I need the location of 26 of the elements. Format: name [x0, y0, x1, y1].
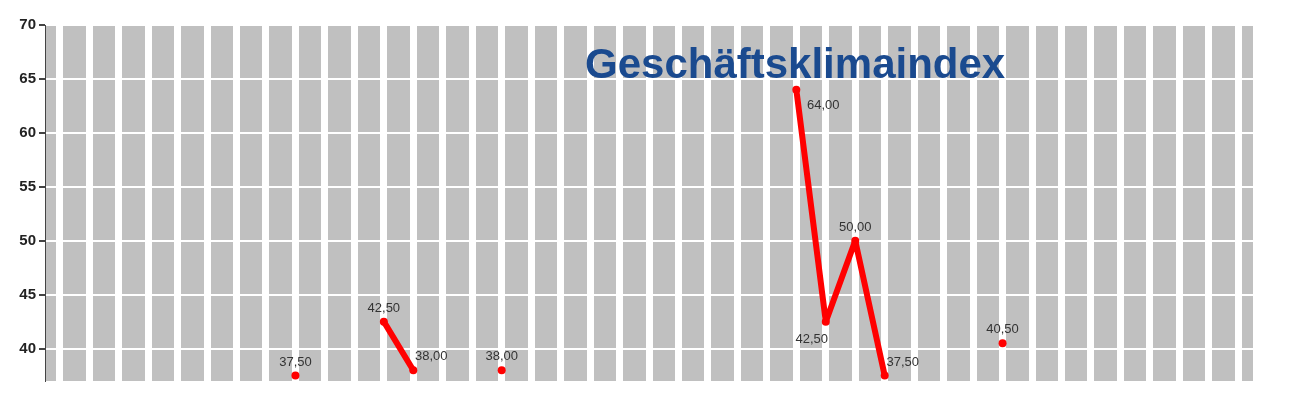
point	[851, 236, 860, 245]
y-tick-label: 65	[19, 69, 36, 87]
data-label: 38,00	[485, 348, 518, 364]
data-label: 40,50	[986, 321, 1019, 337]
point	[998, 339, 1007, 348]
y-tick-label: 60	[19, 123, 36, 141]
point	[409, 366, 418, 375]
data-label: 37,50	[886, 353, 919, 369]
y-tick-label: 70	[19, 15, 36, 33]
point	[291, 371, 300, 380]
data-label: 64,00	[807, 96, 840, 112]
chart-title: Geschäftsklimaindex	[585, 40, 1006, 88]
point	[821, 317, 830, 326]
y-tick-label: 55	[19, 176, 36, 194]
y-tick-label: 40	[19, 338, 36, 356]
point	[792, 85, 801, 94]
data-label: 38,00	[415, 348, 448, 364]
data-label: 42,50	[367, 299, 401, 315]
point	[497, 366, 506, 375]
y-tick-label: 50	[19, 230, 36, 248]
y-tick-label: 45	[19, 284, 36, 302]
data-label: 42,50	[795, 330, 829, 346]
data-label: 50,00	[838, 218, 872, 234]
point	[880, 371, 889, 380]
data-label: 37,50	[279, 353, 312, 369]
point	[379, 317, 388, 326]
